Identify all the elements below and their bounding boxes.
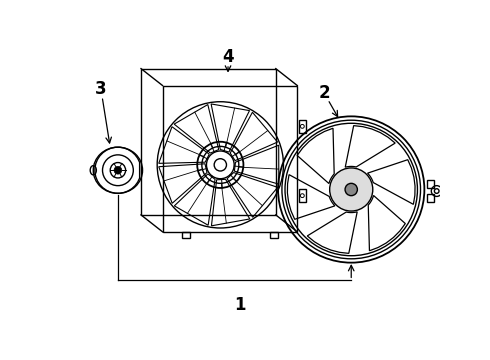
Text: 3: 3 (95, 80, 107, 98)
Circle shape (345, 183, 357, 195)
Bar (427, 194, 434, 202)
Bar (182, 232, 190, 238)
Text: 4: 4 (222, 48, 234, 66)
Bar (270, 232, 278, 238)
Circle shape (330, 168, 373, 211)
Bar (427, 180, 434, 188)
Text: 2: 2 (318, 84, 330, 102)
Text: 1: 1 (234, 296, 245, 314)
Circle shape (114, 166, 122, 174)
